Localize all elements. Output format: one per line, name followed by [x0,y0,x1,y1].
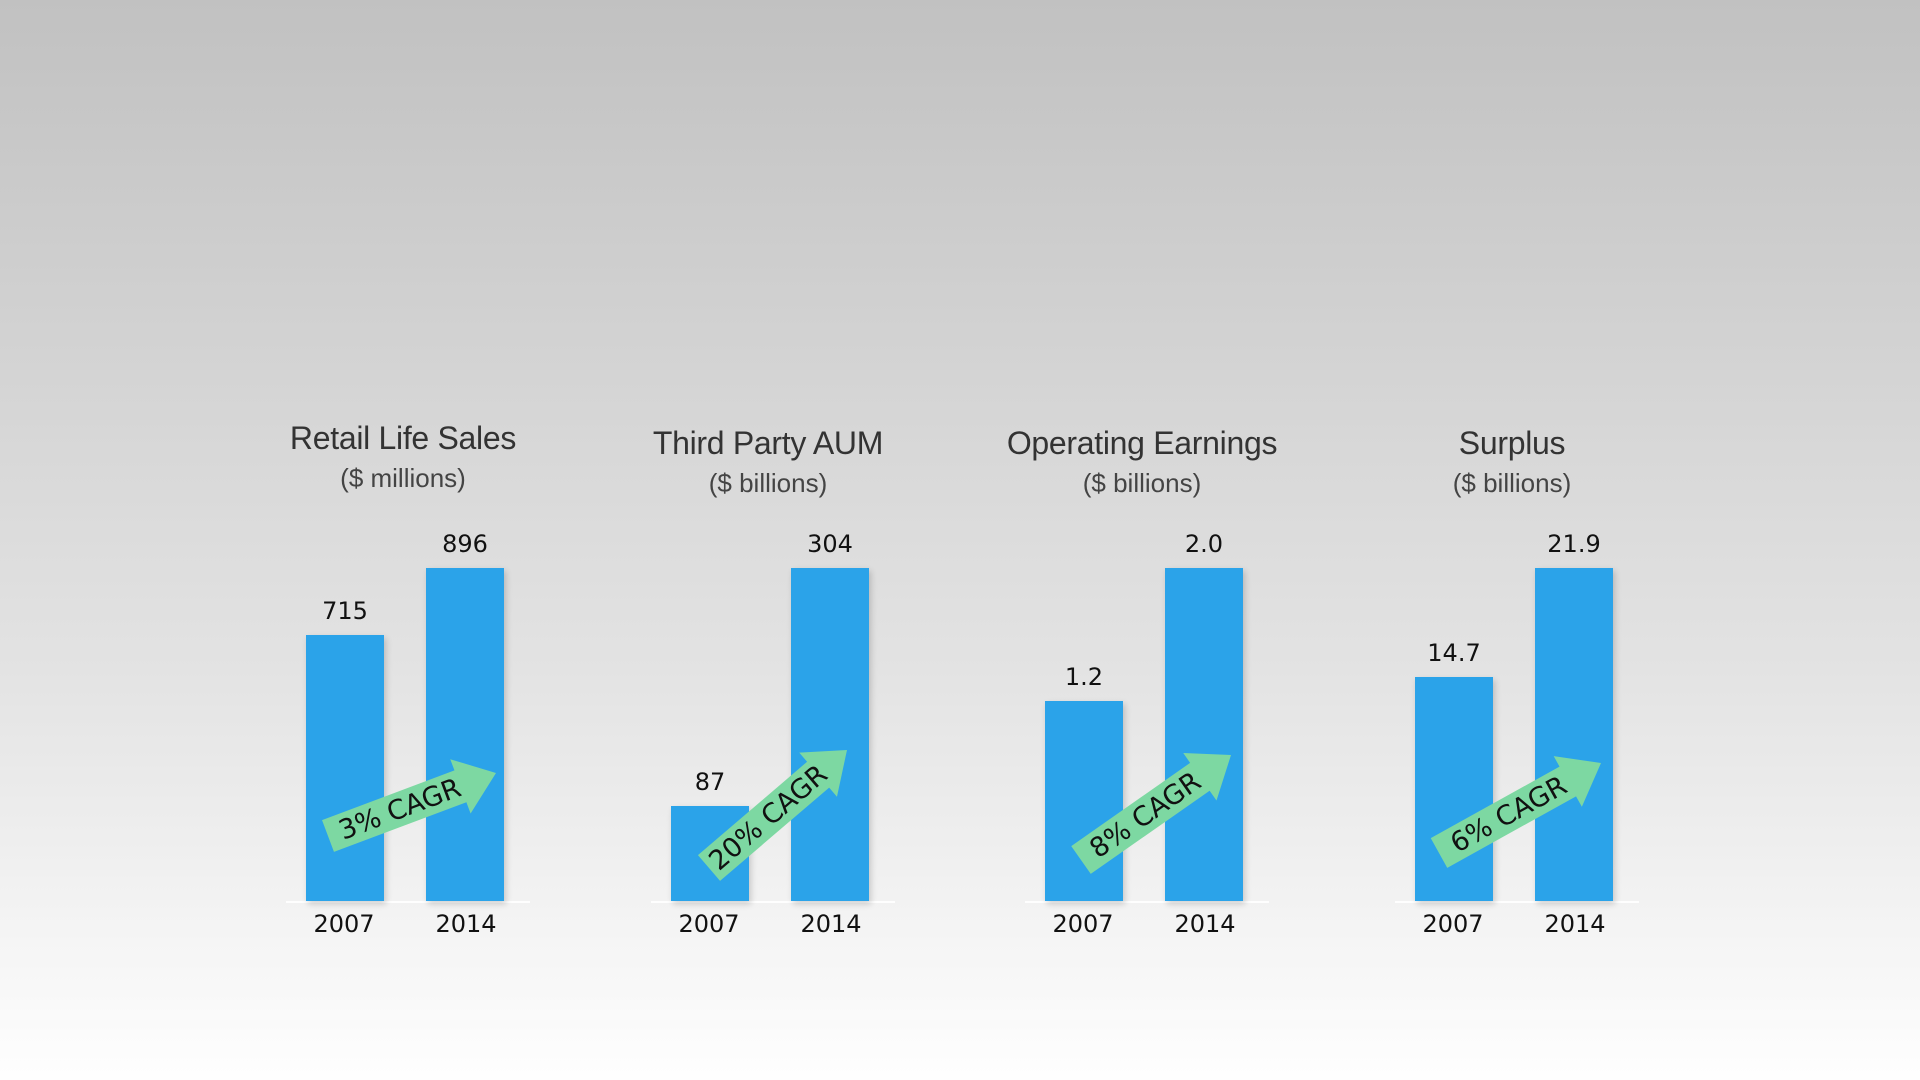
bar-2007 [671,805,749,901]
data-label-2007: 715 [322,597,368,626]
bar-2014 [791,568,869,901]
data-label-2014: 2.0 [1184,530,1224,558]
bar-2007 [1415,677,1493,901]
plot-area: 87 2007 304 2014 20% CAGR [603,0,933,1080]
x-tick-label-2014: 2014 [1544,910,1606,938]
x-axis-baseline [1025,901,1269,903]
x-tick-label-2007: 2007 [678,910,740,938]
x-axis-baseline [286,901,530,903]
bar-2007 [1045,701,1123,901]
data-label-2007: 1.2 [1064,663,1104,692]
bar-2014 [1535,568,1613,901]
data-label-2014: 304 [807,530,853,558]
data-label-2014: 21.9 [1547,530,1601,558]
chart-retail-life-sales: Retail Life Sales ($ millions) 715 2007 89… [238,0,568,1080]
bar-2014 [426,568,504,901]
chart-subtitle: ($ billions) [708,468,828,498]
bar-2014 [1165,568,1243,901]
data-label-2007: 14.7 [1427,639,1481,668]
data-label-2014: 896 [442,530,488,558]
x-tick-label-2007: 2007 [313,910,375,938]
plot-area: 715 2007 896 2014 3% CAGR [238,0,568,1080]
chart-title: Operating Earnings [1006,425,1278,461]
x-axis-baseline [1395,901,1639,903]
chart-title: Third Party AUM [652,425,884,461]
chart-third-party-aum: Third Party AUM ($ billions) 87 2007 304 20… [603,0,933,1080]
plot-area: 1.2 2007 2.0 2014 8% CAGR [977,0,1307,1080]
chart-subtitle: ($ billions) [1082,468,1202,498]
chart-title: Retail Life Sales [289,420,517,456]
chart-subtitle: ($ millions) [340,463,466,493]
chart-operating-earnings: Operating Earnings ($ billions) 1.2 2007 2… [977,0,1307,1080]
x-tick-label-2014: 2014 [1174,910,1236,938]
x-tick-label-2007: 2007 [1422,910,1484,938]
chart-surplus: Surplus ($ billions) 14.7 2007 21.9 2014 6% … [1347,0,1677,1080]
plot-area: 14.7 2007 21.9 2014 6% CAGR [1347,0,1677,1080]
x-axis-baseline [651,901,895,903]
x-tick-label-2007: 2007 [1052,910,1114,938]
x-tick-label-2014: 2014 [800,910,862,938]
chart-title: Surplus [1458,425,1566,461]
data-label-2007: 87 [694,767,726,796]
x-tick-label-2014: 2014 [435,910,497,938]
bar-2007 [306,635,384,901]
chart-subtitle: ($ billions) [1452,468,1572,498]
